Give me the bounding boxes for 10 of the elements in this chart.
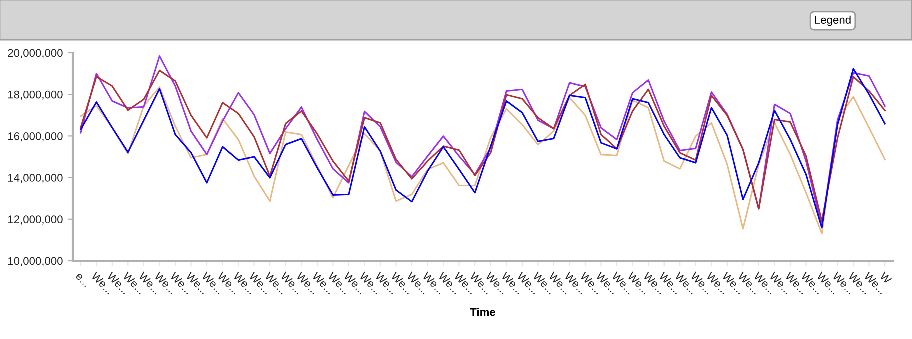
text: Legend	[815, 16, 851, 26]
y-tick-label: 18,000,000	[8, 90, 63, 100]
x-axis-title: Time	[470, 308, 496, 316]
y-tick-label: 14,000,000	[8, 174, 63, 184]
y-tick-label: 16,000,000	[8, 132, 63, 142]
y-tick-label: 20,000,000	[8, 49, 63, 58]
y-tick-label: 12,000,000	[8, 216, 63, 225]
y-tick-label: 10,000,000	[8, 257, 63, 266]
x-tick-label: W	[879, 272, 892, 284]
x-tick-label: e...	[75, 273, 90, 288]
